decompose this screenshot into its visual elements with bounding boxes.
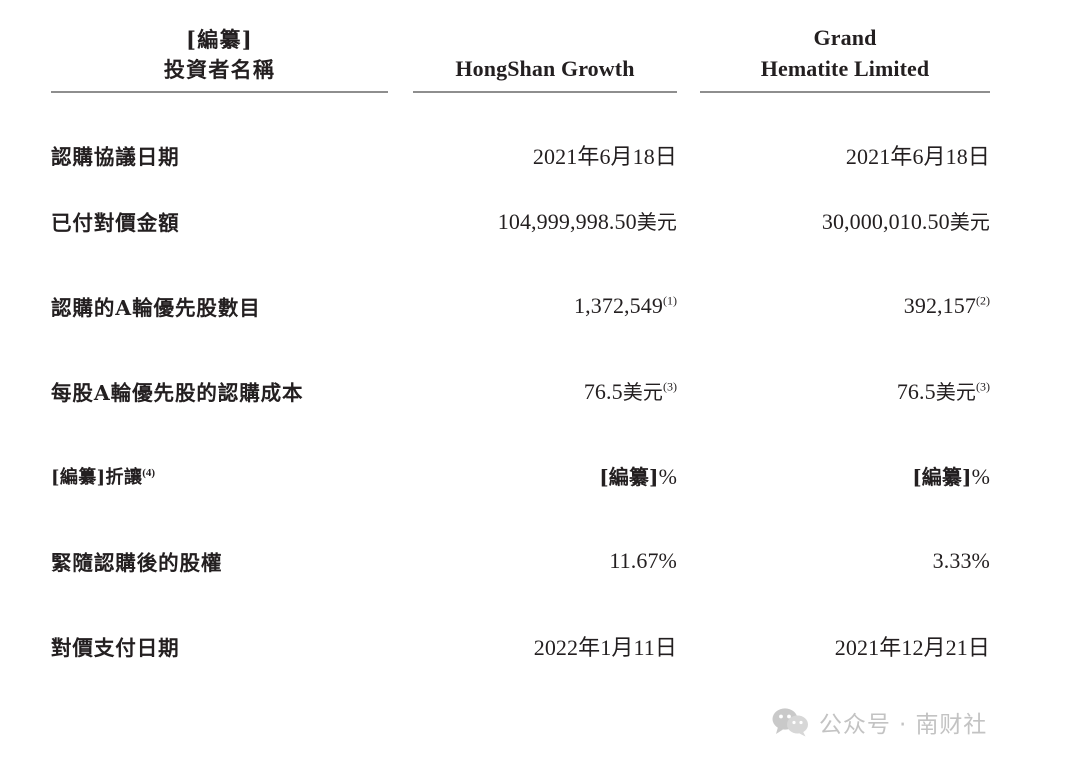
- table-row: 已付對價金額 104,999,998.50美元 30,000,010.50美元: [51, 178, 990, 263]
- table-row: [編纂]折讓(4) [編纂]% [編纂]%: [51, 433, 990, 518]
- value-number: 30,000,010.50: [821, 209, 950, 235]
- table-row: 每股A輪優先股的認購成本 76.5美元(3) 76.5美元(3): [51, 348, 990, 433]
- row-label: 緊隨認購後的股權: [51, 518, 388, 603]
- value-number: 2021年12月21日: [834, 634, 990, 660]
- row-gap-1: [388, 603, 413, 688]
- row-label-text: 認購協議日期: [51, 144, 180, 169]
- value-number: 392,157: [903, 292, 976, 318]
- row-label: 認購協議日期: [51, 92, 388, 178]
- header-column-3: Grand Hematite Limited: [700, 22, 990, 94]
- value-number: [編纂]: [599, 465, 659, 490]
- footnote-marker: (4): [142, 466, 156, 479]
- row-label-text: 認購的A輪優先股數目: [51, 295, 261, 320]
- value-number: 76.5: [896, 379, 936, 405]
- row-label: 每股A輪優先股的認購成本: [51, 348, 388, 433]
- table-body: 認購協議日期 2021年6月18日 2021年6月18日 已付對價金額 104,…: [51, 92, 990, 688]
- header-column-3-line1: Grand: [813, 25, 877, 50]
- value-text: 2021年6月18日: [532, 143, 677, 169]
- row-gap-1: [388, 518, 413, 603]
- table-row: 緊隨認購後的股權 11.67% 3.33%: [51, 518, 990, 603]
- row-label: 認購的A輪優先股數目: [51, 263, 388, 348]
- header-label-line2: 投資者名稱: [163, 56, 276, 82]
- footnote-marker: (2): [976, 293, 990, 308]
- row-value-col3: 2021年6月18日: [700, 92, 990, 178]
- row-gap-1: [388, 433, 413, 518]
- header-column-2-spacer: [413, 26, 677, 53]
- row-value-col3: 2021年12月21日: [700, 603, 990, 688]
- row-gap-2: [677, 92, 700, 178]
- watermark: 公众号 · 南财社: [772, 705, 987, 739]
- value-text: 2021年6月18日: [845, 143, 990, 169]
- row-gap-1: [388, 178, 413, 263]
- row-value-col2: 104,999,998.50美元: [413, 178, 677, 263]
- header-gap-2: [677, 22, 700, 92]
- row-gap-2: [677, 603, 700, 688]
- row-gap-2: [677, 433, 700, 518]
- row-label-text: 緊隨認購後的股權: [51, 550, 223, 575]
- header-column-2: HongShan Growth: [413, 22, 677, 94]
- footnote-marker: (1): [663, 293, 677, 308]
- value-number: 1,372,549: [574, 292, 663, 318]
- wechat-icon: [772, 707, 810, 737]
- row-label-text: 已付對價金額: [51, 210, 180, 235]
- value-number: 11.67%: [609, 547, 677, 573]
- value-number: [編纂]: [912, 465, 972, 490]
- value-number: 76.5: [583, 379, 623, 405]
- table-row: 認購協議日期 2021年6月18日 2021年6月18日: [51, 92, 990, 178]
- row-value-col3: 30,000,010.50美元: [700, 178, 990, 263]
- header-label-column: [編纂] 投資者名稱: [51, 22, 388, 94]
- row-gap-2: [677, 348, 700, 433]
- row-value-col2: [編纂]%: [413, 433, 677, 518]
- row-label-text: 每股A輪優先股的認購成本: [51, 380, 304, 405]
- row-value-col3: 392,157(2): [700, 263, 990, 348]
- footnote-marker: (3): [663, 380, 677, 395]
- row-gap-2: [677, 263, 700, 348]
- table-header: [編纂] 投資者名稱 HongShan Growth Grand Hematit…: [51, 22, 990, 94]
- row-value-col2: 1,372,549(1): [413, 263, 677, 348]
- row-value-col2: 2022年1月11日: [413, 603, 677, 688]
- table-row: 對價支付日期 2022年1月11日 2021年12月21日: [51, 603, 990, 688]
- row-value-col3: 3.33%: [700, 518, 990, 603]
- row-gap-1: [388, 348, 413, 433]
- value-unit: 美元: [622, 380, 663, 405]
- value-number: 3.33%: [932, 547, 990, 573]
- table-row: 認購的A輪優先股數目 1,372,549(1) 392,157(2): [51, 263, 990, 348]
- row-gap-1: [388, 92, 413, 178]
- value-unit: %: [971, 464, 990, 490]
- value-unit: 美元: [935, 380, 976, 405]
- row-label-text: 對價支付日期: [51, 635, 180, 660]
- value-number: 2022年1月11日: [533, 634, 677, 660]
- row-value-col2: 11.67%: [413, 518, 677, 603]
- value-unit: %: [658, 464, 677, 490]
- row-value-col2: 76.5美元(3): [413, 348, 677, 433]
- row-value-col2: 2021年6月18日: [413, 92, 677, 178]
- header-label-line1: [編纂]: [186, 26, 253, 52]
- header-gap-1: [388, 22, 413, 92]
- row-label: 已付對價金額: [51, 178, 388, 263]
- row-value-col3: 76.5美元(3): [700, 348, 990, 433]
- value-unit: 美元: [636, 210, 677, 235]
- header-column-2-line2: HongShan Growth: [455, 56, 635, 82]
- row-gap-1: [388, 263, 413, 348]
- row-value-col3: [編纂]%: [700, 433, 990, 518]
- row-label: 對價支付日期: [51, 603, 388, 688]
- investor-subscription-table: [編纂] 投資者名稱 HongShan Growth Grand Hematit…: [51, 22, 990, 688]
- footnote-marker: (3): [976, 380, 990, 395]
- value-unit: 美元: [949, 210, 990, 235]
- header-column-3-line2: Hematite Limited: [760, 56, 930, 82]
- row-gap-2: [677, 178, 700, 263]
- row-label: [編纂]折讓(4): [51, 433, 388, 518]
- row-gap-2: [677, 518, 700, 603]
- watermark-text: 公众号 · 南财社: [819, 712, 988, 738]
- row-label-text: [編纂]折讓: [51, 466, 143, 488]
- value-number: 104,999,998.50: [497, 209, 637, 235]
